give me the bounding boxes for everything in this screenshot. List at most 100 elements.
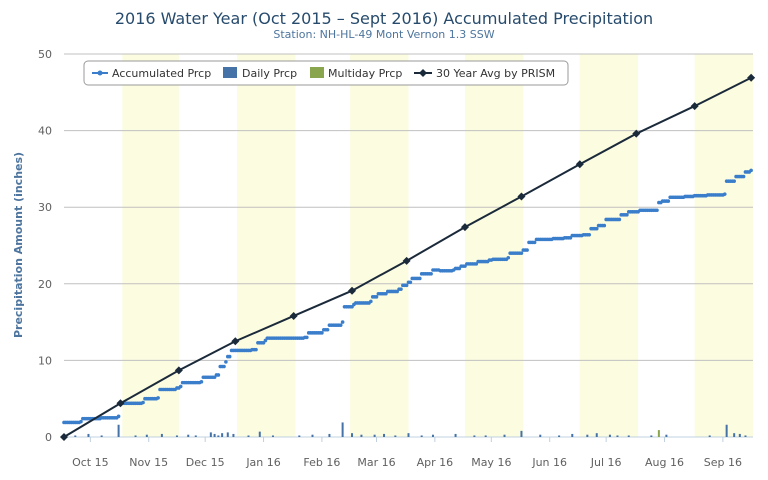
y-tick-label: 10 bbox=[38, 354, 52, 367]
daily-prcp-bar bbox=[298, 435, 301, 437]
daily-prcp-bar bbox=[595, 433, 598, 437]
legend: Accumulated Prcp Daily Prcp Multiday Prc… bbox=[83, 60, 569, 86]
avg-prism-marker bbox=[60, 433, 68, 441]
accumulated-prcp-point bbox=[116, 414, 121, 419]
accumulated-prcp-point bbox=[429, 272, 433, 276]
daily-prcp-bar bbox=[258, 431, 261, 437]
x-axis-ticks: Oct 15 Nov 15 Dec 15 Jan 16 Feb 16 Mar 16 Apr … bbox=[72, 437, 742, 469]
chart-title: 2016 Water Year (Oct 2015 – Sept 2016) A… bbox=[115, 9, 653, 28]
legend-box bbox=[83, 60, 569, 86]
accumulated-prcp-point bbox=[655, 208, 659, 213]
y-axis-label: Precipitation Amount (inches) bbox=[12, 152, 25, 338]
accumulated-prcp-point bbox=[749, 168, 753, 173]
accumulated-prcp-point bbox=[417, 276, 422, 281]
accumulated-prcp-point bbox=[156, 396, 160, 400]
avg-prism-marker bbox=[690, 102, 699, 111]
daily-prcp-bar bbox=[608, 434, 611, 437]
multiday-prcp-series bbox=[657, 430, 660, 437]
accumulated-prcp-point bbox=[625, 213, 629, 217]
accumulated-prcp-point bbox=[741, 174, 746, 179]
legend-marker-avg bbox=[419, 69, 427, 77]
y-tick-label: 0 bbox=[45, 431, 52, 444]
daily-prcp-bar bbox=[738, 433, 741, 437]
daily-prcp-bar bbox=[100, 435, 103, 437]
accumulated-prcp-point bbox=[399, 287, 403, 291]
legend-symbol-daily bbox=[223, 67, 237, 78]
accumulated-prcp-point bbox=[506, 255, 511, 260]
accumulated-prcp-point bbox=[340, 320, 345, 324]
accumulated-prcp-point bbox=[532, 240, 537, 245]
legend-item-avg[interactable]: 30 Year Avg by PRISM bbox=[414, 67, 555, 80]
avg-prism-series bbox=[60, 73, 756, 441]
daily-prcp-series bbox=[64, 422, 747, 437]
avg-prism-marker bbox=[517, 192, 526, 201]
y-tick-label: 30 bbox=[38, 201, 52, 214]
x-tick-label: Nov 15 bbox=[129, 456, 168, 469]
avg-prism-marker bbox=[402, 256, 411, 265]
legend-symbol-multiday bbox=[310, 67, 324, 78]
month-band-1 bbox=[237, 54, 296, 437]
daily-prcp-bar bbox=[708, 435, 711, 437]
daily-prcp-bar bbox=[650, 435, 653, 437]
daily-prcp-bar bbox=[134, 435, 137, 437]
daily-prcp-bar bbox=[217, 435, 220, 437]
daily-prcp-bar bbox=[145, 434, 148, 437]
legend-item-accumulated[interactable]: Accumulated Prcp bbox=[92, 67, 211, 80]
accumulated-prcp-point bbox=[79, 419, 83, 424]
daily-prcp-bar bbox=[160, 433, 163, 437]
daily-prcp-bar bbox=[221, 433, 224, 437]
accumulated-prcp-point bbox=[666, 199, 671, 203]
accumulated-prcp-point bbox=[222, 364, 226, 369]
legend-item-daily[interactable]: Daily Prcp bbox=[223, 67, 297, 80]
month-band-5 bbox=[694, 54, 753, 437]
daily-prcp-bar bbox=[341, 422, 344, 437]
chart-subtitle: Station: NH-HL-49 Mont Vernon 1.3 SSW bbox=[273, 28, 494, 41]
daily-prcp-bar bbox=[420, 435, 423, 437]
accumulated-prcp-point bbox=[320, 331, 324, 335]
accumulated-prcp-point bbox=[594, 226, 599, 231]
multiday-prcp-bar bbox=[657, 430, 660, 437]
accumulated-prcp-point bbox=[587, 232, 592, 237]
accumulated-prcp-point bbox=[519, 251, 524, 255]
accumulated-prcp-point bbox=[374, 295, 379, 299]
legend-label-avg: 30 Year Avg by PRISM bbox=[436, 67, 555, 80]
daily-prcp-bar bbox=[194, 435, 197, 437]
daily-prcp-bar bbox=[209, 432, 212, 437]
x-tick-label: Mar 16 bbox=[357, 456, 395, 469]
daily-prcp-bar bbox=[213, 433, 216, 437]
avg-prism-marker bbox=[460, 223, 469, 232]
legend-label-multiday: Multiday Prcp bbox=[328, 67, 402, 80]
accumulated-prcp-point bbox=[404, 283, 409, 288]
daily-prcp-bar bbox=[407, 433, 410, 437]
daily-prcp-bar bbox=[665, 434, 668, 437]
y-tick-label: 20 bbox=[38, 278, 52, 291]
daily-prcp-bar bbox=[627, 435, 630, 437]
accumulated-prcp-point bbox=[254, 347, 258, 352]
daily-prcp-bar bbox=[473, 435, 476, 437]
y-tick-label: 40 bbox=[38, 125, 52, 138]
daily-prcp-bar bbox=[454, 433, 457, 437]
daily-prcp-bar bbox=[311, 434, 314, 437]
daily-prcp-bar bbox=[520, 430, 523, 437]
legend-marker-accumulated bbox=[97, 70, 103, 76]
accumulated-prcp-point bbox=[338, 323, 343, 327]
daily-prcp-bar bbox=[586, 434, 589, 437]
daily-prcp-bar bbox=[117, 424, 120, 437]
accumulated-prcp-series bbox=[62, 168, 753, 425]
legend-item-multiday[interactable]: Multiday Prcp bbox=[310, 67, 402, 80]
x-tick-label: Sep 16 bbox=[704, 456, 742, 469]
avg-prism-marker bbox=[747, 73, 756, 82]
accumulated-prcp-point bbox=[525, 248, 529, 252]
accumulated-prcp-point bbox=[178, 384, 183, 389]
x-tick-label: Aug 16 bbox=[645, 456, 684, 469]
daily-prcp-bar bbox=[271, 435, 274, 437]
month-shading-bands bbox=[122, 54, 753, 437]
accumulated-prcp-point bbox=[216, 373, 221, 377]
month-band-3 bbox=[464, 54, 524, 437]
daily-prcp-bar bbox=[616, 435, 619, 437]
x-tick-label: Feb 16 bbox=[303, 456, 340, 469]
accumulated-prcp-point bbox=[369, 299, 373, 304]
legend-label-accumulated: Accumulated Prcp bbox=[112, 67, 211, 80]
daily-prcp-bar bbox=[373, 434, 376, 437]
